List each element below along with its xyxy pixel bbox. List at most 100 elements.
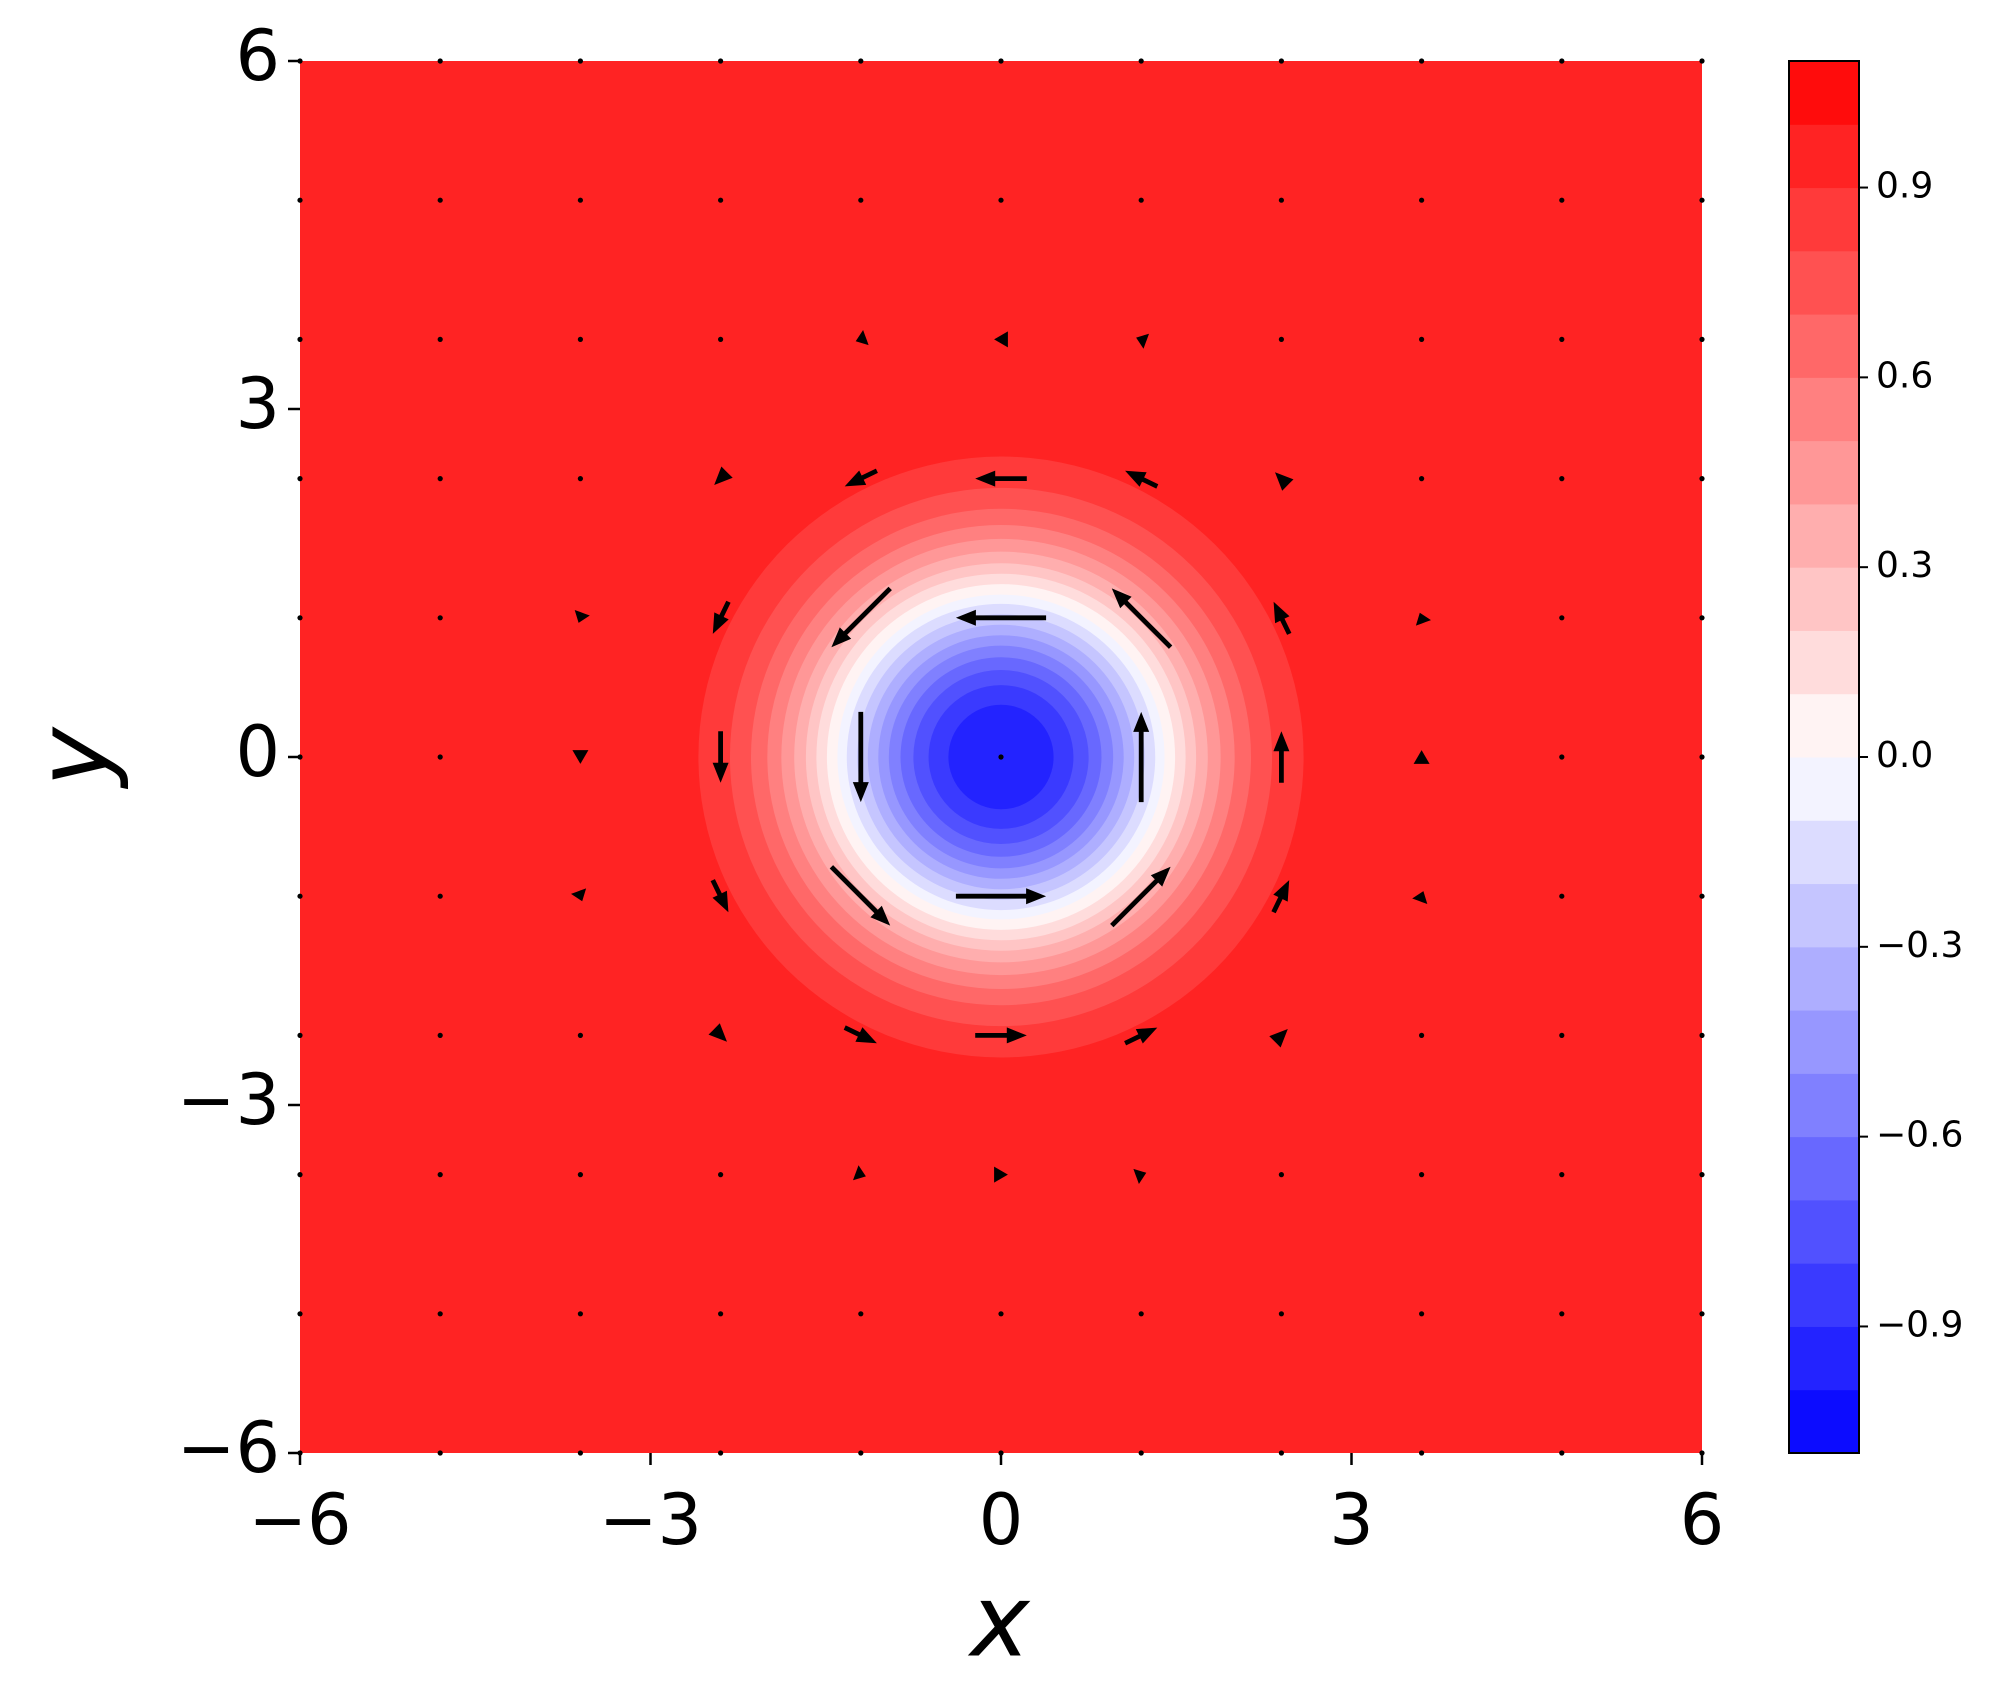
colorbar-band	[1789, 1136, 1859, 1201]
quiver-dot	[1699, 476, 1705, 482]
colorbar-band	[1789, 124, 1859, 189]
quiver-dot	[1419, 476, 1425, 482]
quiver-dot	[998, 754, 1004, 760]
colorbar-band	[1789, 567, 1859, 631]
colorbar-band	[1789, 61, 1859, 125]
quiver-dot	[1278, 197, 1284, 203]
quiver-arrow	[1111, 588, 1173, 649]
quiver-arrow	[831, 586, 892, 648]
colorbar-band	[1789, 250, 1859, 315]
quiver-dot	[1278, 1172, 1284, 1178]
quiver-arrow	[712, 600, 731, 634]
quiver-dot	[1559, 615, 1565, 621]
colorbar-band	[1789, 503, 1859, 568]
quiver-dot	[437, 197, 443, 203]
colorbar-tick-label: −0.3	[1876, 925, 1963, 966]
x-tick-label: −3	[599, 1479, 702, 1561]
quiver-arrow	[708, 1023, 727, 1042]
quiver-dot	[1419, 1311, 1425, 1317]
quiver-arrow	[994, 1166, 1008, 1183]
quiver-arrow	[714, 466, 733, 485]
quiver-dot	[1419, 1032, 1425, 1038]
quiver-dot	[577, 58, 584, 64]
quiver-dot	[297, 1311, 303, 1317]
quiver-dot	[1699, 1032, 1705, 1038]
colorbar-tick-label: 0.9	[1876, 166, 1933, 207]
quiver-arrow	[994, 331, 1008, 348]
quiver-dot	[297, 1172, 303, 1178]
quiver-dot	[1138, 1311, 1144, 1317]
quiver-dot	[437, 476, 443, 482]
y-tick-label: −6	[177, 1407, 280, 1489]
quiver-dot	[297, 336, 303, 342]
quiver-dot	[1419, 336, 1425, 342]
quiver-dot	[437, 754, 443, 760]
quiver-dot	[1278, 336, 1284, 342]
plot-area	[300, 61, 1702, 1453]
quiver-dot	[1278, 58, 1284, 64]
quiver-dot	[1138, 197, 1144, 203]
quiver-dot	[1559, 1032, 1565, 1038]
quiver-dot	[1699, 893, 1705, 899]
quiver-arrow	[1412, 891, 1428, 904]
quiver-arrow	[829, 865, 891, 926]
colorbar-band	[1789, 440, 1859, 505]
quiver-dot	[1559, 58, 1565, 64]
quiver-dot	[1699, 336, 1705, 342]
quiver-dot	[437, 1172, 443, 1178]
quiver-dot	[998, 1311, 1004, 1317]
y-axis-label: y	[14, 726, 131, 790]
quiver-dot	[1138, 1450, 1144, 1456]
colorbar-band	[1789, 693, 1859, 758]
quiver-dot	[437, 893, 443, 899]
colorbar-band	[1789, 630, 1859, 695]
quiver-dot	[1559, 1172, 1565, 1178]
y-tick-label: 3	[235, 363, 280, 445]
quiver-dot	[1419, 58, 1425, 64]
quiver-dot	[1699, 754, 1705, 760]
x-tick-label: 3	[1329, 1479, 1374, 1561]
colorbar-band	[1789, 946, 1859, 1011]
colorbar-band	[1789, 1073, 1859, 1138]
quiver-arrow	[1125, 470, 1159, 489]
quiver-arrow	[1269, 1029, 1288, 1048]
quiver-dot	[1699, 1172, 1705, 1178]
quiver-dot	[437, 1450, 443, 1456]
quiver-dot	[1559, 197, 1565, 203]
quiver-dot	[858, 197, 864, 203]
quiver-dot	[437, 58, 443, 64]
quiver-arrow	[855, 330, 869, 346]
quiver-dot	[1278, 1311, 1284, 1317]
quiver-dot	[1419, 197, 1425, 203]
quiver-arrow	[844, 468, 878, 487]
colorbar-band	[1789, 820, 1859, 885]
colorbar-tick-label: 0.0	[1876, 735, 1933, 776]
quiver-dot	[577, 1450, 584, 1456]
quiver-dot	[437, 336, 443, 342]
y-tick-label: 0	[235, 711, 280, 793]
quiver-arrow	[1110, 866, 1171, 928]
quiver-dot	[577, 476, 584, 482]
x-axis-label: x	[967, 1562, 1031, 1679]
quiver-dot	[1419, 1172, 1425, 1178]
quiver-arrow	[1413, 750, 1430, 764]
quiver-arrow	[1275, 472, 1294, 491]
quiver-arrow	[853, 1165, 866, 1181]
axes: −6 −3 0 3 6 −6 −3 0 3 6 −0.9 −0.6 −0.3 0.0 0.3 0.6 0.9	[177, 15, 1964, 1561]
quiver-dot	[1559, 336, 1565, 342]
quiver-dot	[718, 58, 724, 64]
quiver-arrow	[975, 470, 1027, 487]
quiver-dot	[577, 336, 584, 342]
quiver-dot	[858, 58, 864, 64]
quiver-dot	[437, 1032, 443, 1038]
colorbar-tick-label: 0.3	[1876, 545, 1933, 586]
quiver-dot	[718, 1311, 724, 1317]
quiver-arrow	[1415, 612, 1431, 626]
quiver-arrow	[1133, 1168, 1147, 1184]
quiver-dot	[1699, 615, 1705, 621]
quiver-dot	[998, 58, 1004, 64]
colorbar-tick-label: 0.6	[1876, 355, 1933, 396]
colorbar-tick-label: −0.6	[1876, 1115, 1963, 1156]
